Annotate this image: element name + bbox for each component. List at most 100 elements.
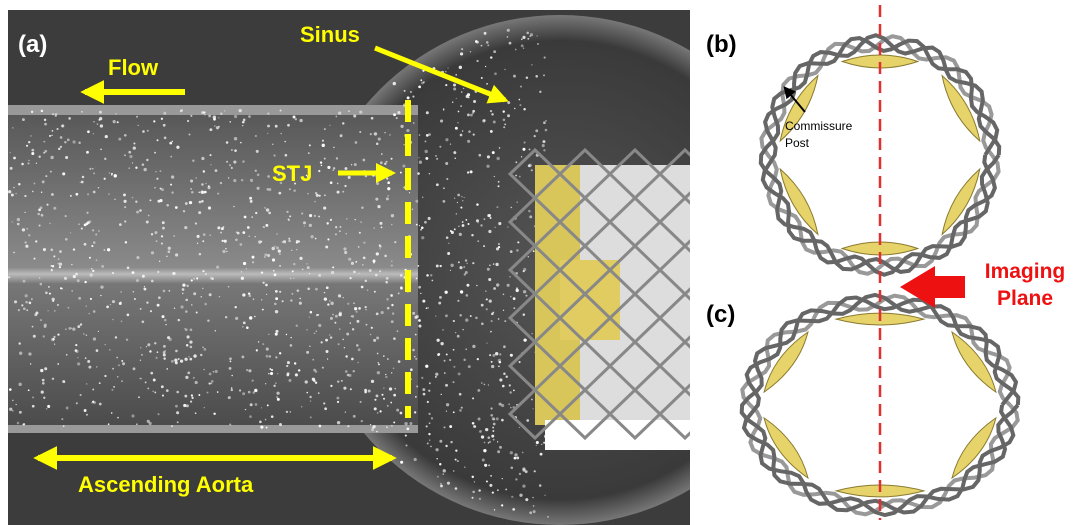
- particle: [92, 389, 94, 391]
- particle: [106, 306, 109, 309]
- particle: [393, 337, 396, 340]
- particle: [100, 295, 101, 296]
- particle: [185, 202, 188, 205]
- particle: [255, 212, 257, 214]
- particle: [521, 44, 524, 47]
- particle: [136, 256, 139, 259]
- particle: [457, 202, 458, 203]
- particle: [40, 319, 42, 321]
- particle: [348, 374, 351, 377]
- particle: [93, 133, 94, 134]
- particle: [234, 137, 237, 140]
- particle: [296, 325, 298, 327]
- particle: [41, 110, 43, 112]
- particle: [180, 305, 183, 308]
- particle: [478, 489, 480, 491]
- particle: [374, 132, 377, 135]
- particle: [178, 358, 180, 360]
- particle: [357, 362, 358, 363]
- particle: [507, 114, 510, 117]
- particle: [514, 108, 515, 109]
- particle: [193, 354, 196, 357]
- particle: [450, 230, 452, 232]
- particle: [400, 412, 403, 415]
- particle: [35, 240, 37, 242]
- particle: [385, 374, 386, 375]
- particle: [435, 315, 436, 316]
- particle: [428, 433, 430, 435]
- particle: [86, 383, 88, 385]
- particle: [77, 357, 78, 358]
- particle: [309, 224, 312, 227]
- particle: [171, 360, 174, 363]
- particle: [113, 120, 116, 123]
- particle: [376, 252, 379, 255]
- particle: [392, 312, 394, 314]
- particle: [174, 359, 177, 362]
- particle: [153, 379, 156, 382]
- particle: [305, 380, 308, 383]
- particle: [234, 115, 237, 118]
- particle: [198, 211, 201, 214]
- particle: [80, 394, 82, 396]
- particle: [491, 435, 494, 438]
- particle: [262, 309, 264, 311]
- particle: [348, 176, 351, 179]
- particle: [426, 111, 429, 114]
- particle: [463, 88, 464, 89]
- particle: [101, 265, 104, 268]
- particle: [453, 320, 455, 322]
- particle: [386, 178, 388, 180]
- particle: [272, 143, 274, 145]
- particle: [19, 352, 22, 355]
- particle: [186, 285, 189, 288]
- particle: [436, 158, 438, 160]
- particle: [358, 246, 360, 248]
- particle: [233, 160, 236, 163]
- particle: [277, 398, 280, 401]
- particle: [468, 130, 471, 133]
- particle: [432, 280, 434, 282]
- particle: [490, 407, 492, 409]
- particle: [243, 322, 246, 325]
- particle: [202, 270, 204, 272]
- particle: [45, 175, 47, 177]
- particle: [341, 380, 343, 382]
- particle: [37, 213, 40, 216]
- particle: [463, 266, 465, 268]
- particle: [146, 159, 148, 161]
- particle: [21, 163, 24, 166]
- particle: [293, 278, 294, 279]
- particle: [99, 382, 101, 384]
- particle: [112, 272, 114, 274]
- particle: [356, 344, 359, 347]
- particle: [501, 419, 504, 422]
- particle: [242, 160, 244, 162]
- particle: [528, 256, 529, 257]
- particle: [185, 310, 188, 313]
- particle: [510, 207, 512, 209]
- particle: [427, 443, 429, 445]
- particle: [224, 240, 227, 243]
- particle: [132, 197, 134, 199]
- particle: [531, 399, 533, 401]
- particle: [453, 87, 456, 90]
- particle: [117, 121, 119, 123]
- particle: [262, 343, 264, 345]
- particle: [487, 436, 490, 439]
- particle: [212, 278, 214, 280]
- particle: [225, 248, 226, 249]
- particle: [73, 275, 76, 278]
- particle: [477, 389, 480, 392]
- particle: [371, 117, 374, 120]
- particle: [49, 135, 51, 137]
- particle: [115, 336, 117, 338]
- particle: [59, 263, 62, 266]
- particle: [237, 232, 240, 235]
- particle: [272, 247, 275, 250]
- particle: [165, 324, 166, 325]
- particle: [276, 396, 277, 397]
- particle: [472, 112, 474, 114]
- particle: [488, 230, 491, 233]
- particle: [217, 226, 220, 229]
